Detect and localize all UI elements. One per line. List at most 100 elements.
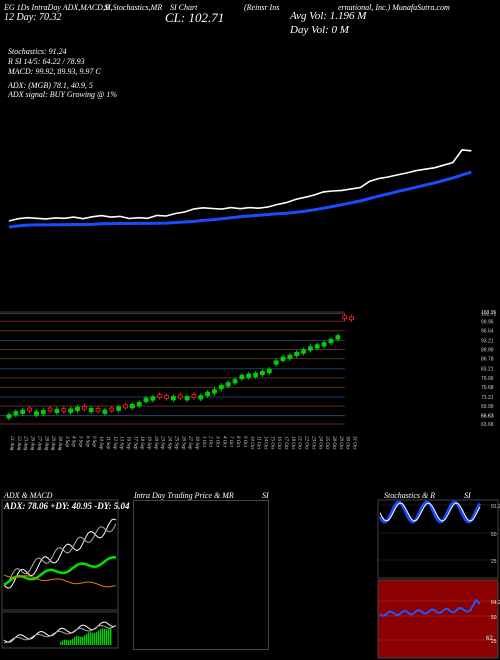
date-label: 18 Sep: [139, 436, 144, 450]
macd-histogram-bar: [64, 639, 66, 645]
date-label: 8 Oct: [235, 436, 240, 448]
macd-histogram-bar: [70, 640, 72, 645]
macd-histogram-bar: [110, 627, 112, 645]
date-label: 29 Oct: [338, 436, 343, 450]
date-label: 25 Oct: [324, 436, 329, 450]
macd-histogram-bar: [62, 640, 64, 645]
price-tick-label: 99.96: [481, 319, 494, 325]
candle-body: [95, 407, 101, 412]
date-label: 10 Oct: [249, 436, 254, 450]
header-rsi: R SI 14/5: 64.22 / 78.93: [8, 57, 85, 66]
price-tick-label: 96.64: [481, 329, 494, 335]
macd-panel: [1, 611, 119, 649]
macd-histogram-bar: [76, 636, 78, 645]
header-close: CL: 102.71: [165, 10, 225, 25]
date-label: 21 Aug: [9, 436, 14, 451]
date-label: 3 Oct: [215, 436, 220, 448]
header-line1e: ernational, Inc.) MunafaSutra.com: [338, 3, 450, 12]
candle-body: [321, 342, 327, 347]
macd-histogram-bar: [72, 638, 74, 645]
date-label: 11 Sep: [105, 436, 110, 450]
date-label: 16 Sep: [125, 436, 130, 450]
macd-histogram-bar: [108, 628, 110, 645]
candle-body: [328, 338, 334, 344]
date-label: 19 Sep: [146, 436, 151, 450]
date-label: 28 Oct: [331, 436, 336, 450]
candle-body: [143, 397, 149, 402]
macd-histogram-bar: [102, 628, 104, 645]
date-label: 10 Sep: [98, 436, 103, 450]
header-stoch: Stochastics: 91.24: [8, 47, 67, 56]
candle-body: [307, 346, 313, 351]
stoch-d-line: [379, 502, 481, 522]
price-tick-label: 63.68: [481, 422, 494, 428]
candle-body: [301, 349, 306, 354]
candle-body: [123, 404, 128, 409]
date-label: 18 Oct: [290, 436, 295, 450]
rsi-number: 62: [486, 636, 493, 642]
rsi-line-tail: [469, 598, 481, 612]
stoch-panel-title: Stochastics & R: [384, 491, 436, 500]
date-label: 9 Sep: [91, 436, 96, 447]
header-12day: 12 Day: 70.32: [4, 12, 62, 23]
stochastics-panel: [377, 499, 499, 579]
candle-body: [27, 407, 32, 412]
candle-body: [253, 372, 259, 378]
candle-body: [88, 407, 94, 413]
date-label: 23 Aug: [23, 436, 28, 451]
header-line1d: (Reinsr Ins: [244, 3, 280, 12]
candle-body: [232, 379, 238, 384]
date-label: 25 Sep: [173, 436, 178, 450]
date-label: 9 Oct: [242, 436, 247, 448]
candle-body: [47, 407, 53, 412]
header-line1c: SI Chart: [170, 3, 198, 12]
minus-di-line: [3, 574, 117, 588]
macd-histogram-bar: [60, 642, 62, 645]
candle-body: [239, 374, 245, 380]
date-label: 30 Sep: [194, 436, 199, 450]
date-label: 6 Sep: [84, 436, 89, 447]
macd-histogram-bar: [90, 632, 92, 645]
date-label: 29 Aug: [50, 436, 55, 451]
candle-body: [273, 360, 279, 365]
candle-body: [225, 382, 231, 387]
date-label: 4 Sep: [71, 436, 76, 447]
date-label: 31 Oct: [352, 436, 357, 450]
date-label: 28 Aug: [43, 436, 48, 451]
price-tick-label: 69.99: [481, 404, 494, 410]
macd-histogram-bar: [80, 636, 82, 645]
candle-body: [68, 408, 74, 413]
macd-signal-line: [4, 624, 117, 644]
candle-body: [184, 396, 190, 401]
moving-average-line: [8, 170, 472, 229]
candle-body: [13, 411, 19, 416]
price-tick-label: 83.21: [481, 367, 494, 373]
macd-histogram-bar: [88, 632, 90, 645]
plus-di-line: [3, 556, 117, 586]
date-label: 22 Aug: [16, 436, 21, 451]
candle-body: [280, 356, 286, 361]
date-label: 22 Oct: [304, 436, 309, 450]
candle-body: [349, 316, 354, 321]
candle-body: [81, 405, 87, 410]
date-label: 30 Oct: [345, 436, 350, 450]
macd-histogram-bar: [100, 628, 102, 645]
candle-body: [116, 406, 121, 411]
stoch-tick-label: 91.24: [491, 504, 500, 510]
macd-line: [3, 621, 117, 643]
date-label: 23 Sep: [160, 436, 165, 450]
date-label: 17 Sep: [132, 436, 137, 450]
candle-body: [198, 395, 204, 400]
date-label: 24 Sep: [167, 436, 172, 450]
candle-body: [136, 402, 142, 407]
date-label: 1 Oct: [201, 436, 206, 448]
date-label: 2 Oct: [208, 436, 213, 448]
candle-body: [218, 385, 224, 390]
candle-body: [191, 394, 197, 398]
rsi-tick-label: 64.22: [491, 600, 500, 606]
candle-body: [335, 335, 341, 340]
price-tick-label: 103.25: [481, 310, 497, 316]
date-label: 11 Oct: [256, 436, 261, 450]
date-label: 5 Sep: [78, 436, 83, 447]
